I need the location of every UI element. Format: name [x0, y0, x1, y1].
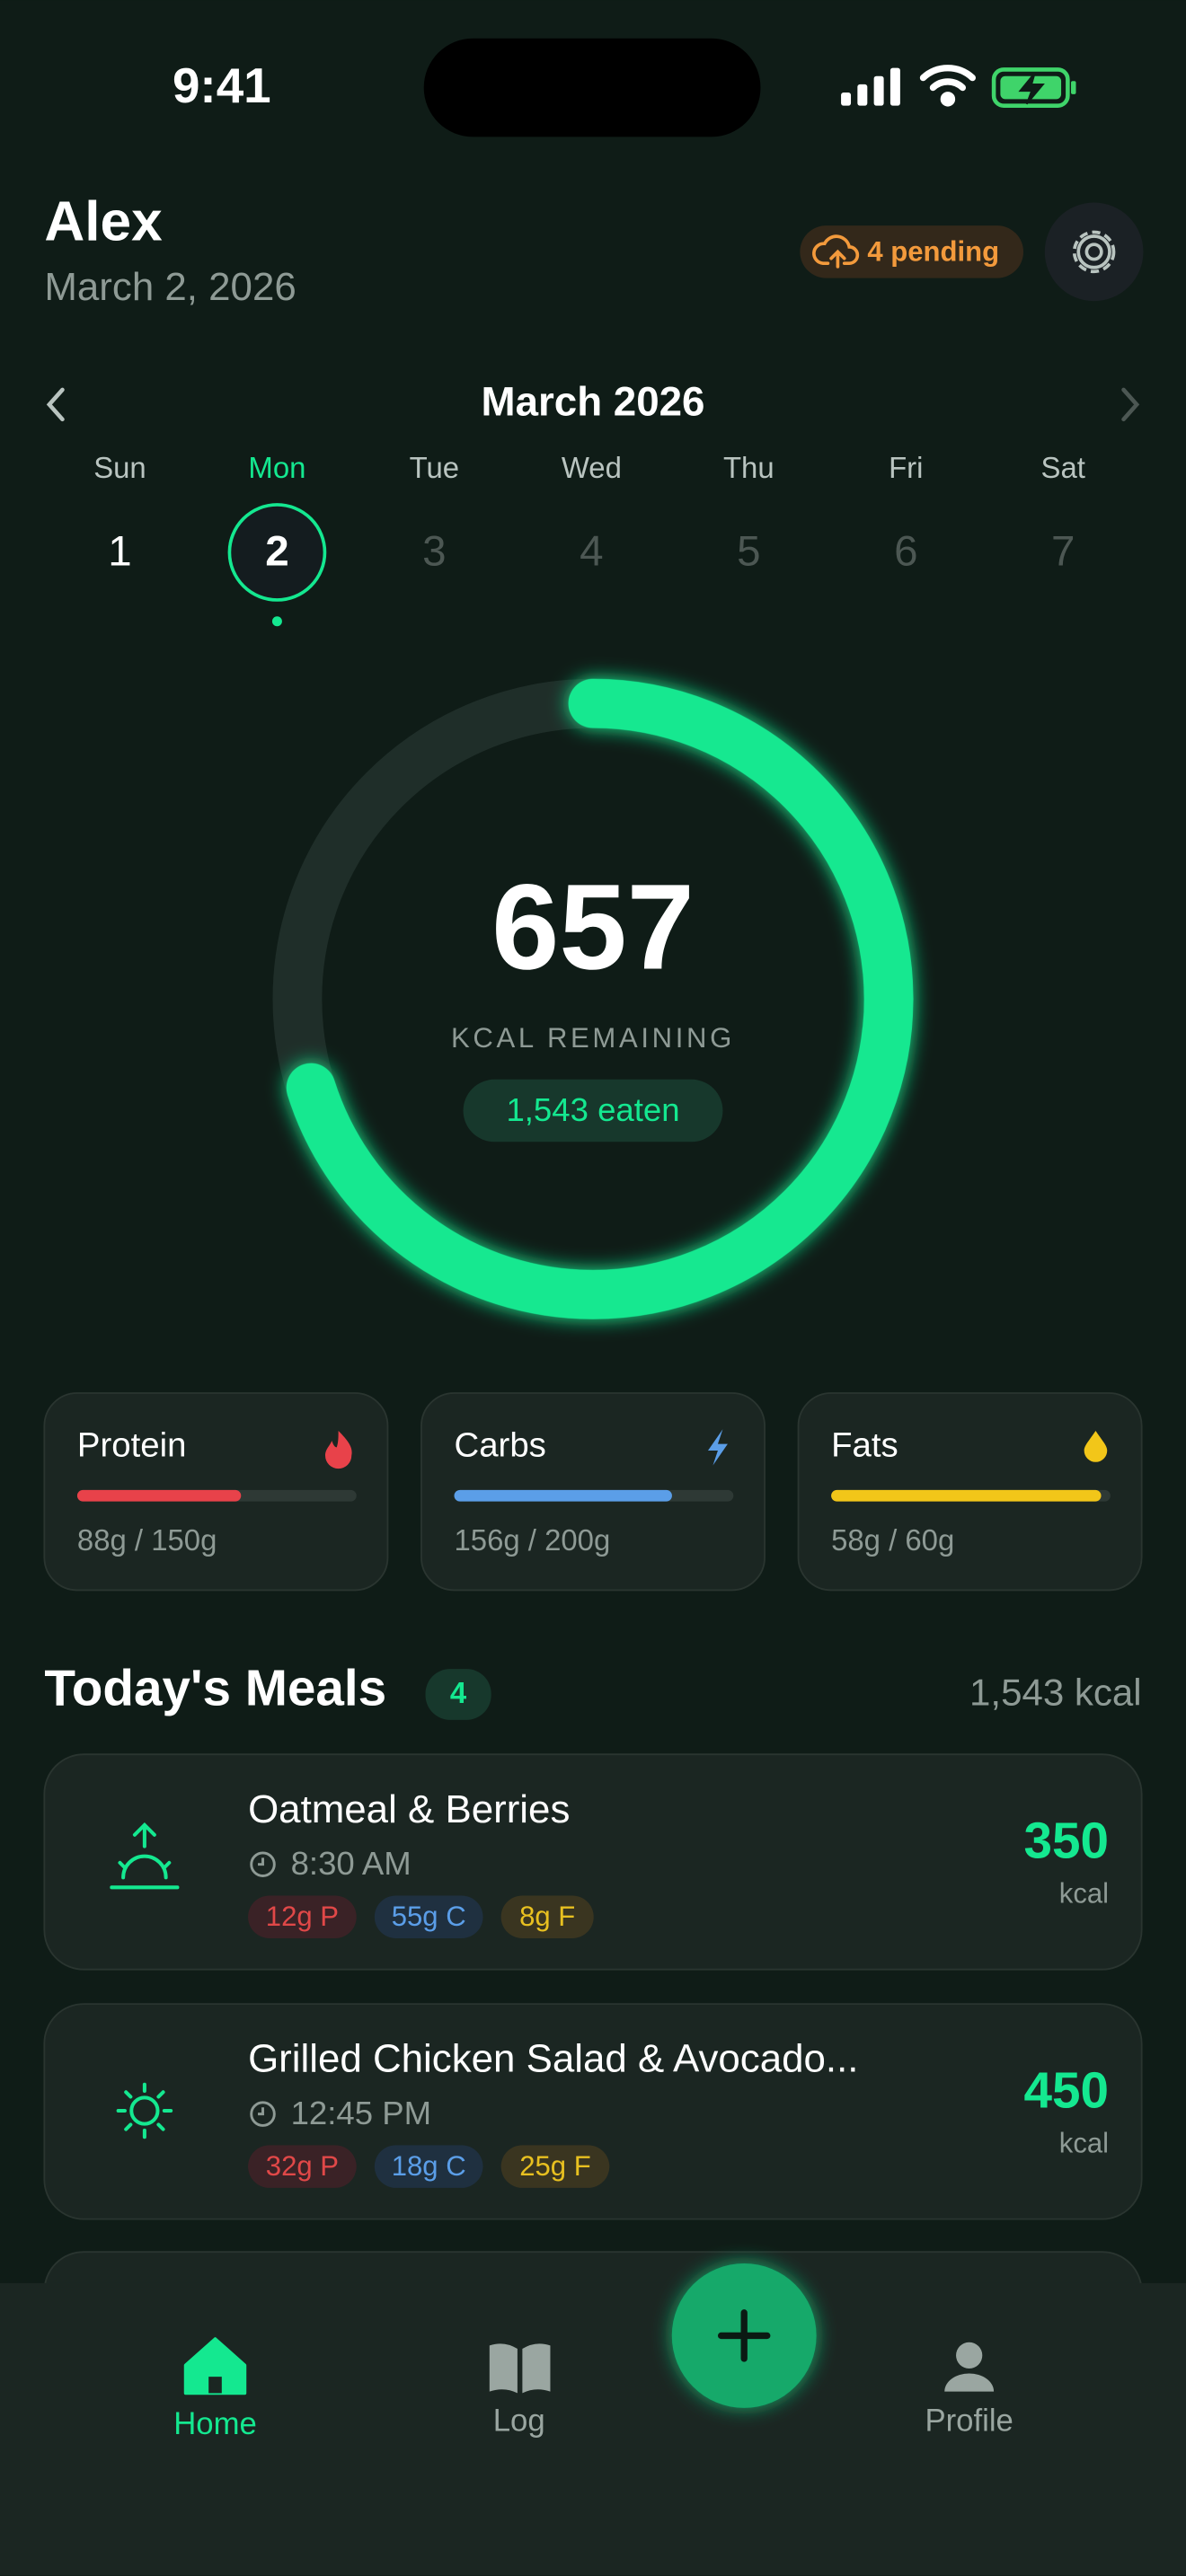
meal-time: 12:45 PM: [291, 2095, 431, 2131]
meal-card[interactable]: [43, 1753, 1143, 1971]
day-number[interactable]: 1: [108, 527, 131, 575]
next-month[interactable]: [1121, 387, 1140, 422]
user-name: Alex: [44, 191, 163, 253]
tab-label[interactable]: Home: [173, 2407, 257, 2441]
tab-label[interactable]: Profile: [925, 2404, 1013, 2438]
day-number[interactable]: 2: [265, 527, 288, 575]
clock-hands: [258, 2107, 264, 2116]
day-name: Sat: [1041, 451, 1085, 484]
selected-day[interactable]: [227, 503, 327, 602]
prev-month[interactable]: [46, 387, 65, 422]
meal-kcal: 350: [1024, 1813, 1110, 1870]
pending-label: 4 pending: [867, 235, 999, 267]
macro-bar: [831, 1489, 1102, 1502]
status-time: 9:41: [173, 57, 271, 113]
meal-name: Oatmeal & Berries: [248, 1787, 570, 1831]
day-name: Thu: [723, 451, 774, 484]
macro-tag: [374, 2145, 483, 2188]
day-name: Mon: [248, 451, 305, 484]
macro-name: Protein: [77, 1425, 187, 1464]
sun-icon: [129, 2095, 160, 2126]
meal-kcal: 450: [1024, 2063, 1110, 2120]
macro-tag: [248, 2145, 357, 2188]
day-number[interactable]: 4: [580, 527, 603, 575]
macro-label: 58g / 60g: [831, 1523, 954, 1557]
current-date: March 2, 2026: [44, 265, 296, 309]
macro-tag: [500, 1895, 594, 1938]
macro-tag-label: 25g F: [519, 2150, 590, 2182]
meals-count: 4: [450, 1676, 467, 1709]
meals-title: Today's Meals: [44, 1661, 386, 1717]
macro-name: Carbs: [455, 1425, 546, 1464]
day-number[interactable]: 5: [737, 527, 760, 575]
meals-count-badge: [425, 1669, 491, 1720]
clock-icon: [250, 2101, 276, 2127]
carbs-icon: [707, 1429, 728, 1466]
pending-badge[interactable]: 4 pending: [800, 225, 1024, 278]
calendar-month: March 2026: [482, 378, 705, 424]
today-dot: [271, 616, 282, 627]
protein-icon: [324, 1431, 352, 1469]
calorie-ring: [272, 678, 914, 1319]
sun-rays: [116, 2082, 173, 2139]
macro-tag: [374, 1895, 483, 1938]
macro-name: Fats: [831, 1425, 898, 1464]
eaten-pill: [463, 1079, 723, 1142]
macro-bar: [454, 1489, 672, 1502]
day-name: Sun: [93, 451, 146, 484]
wifi-icon: [919, 65, 976, 107]
macro-tag: [248, 1895, 357, 1938]
clock-hands: [258, 1857, 264, 1866]
day-number[interactable]: 7: [1051, 527, 1075, 575]
day-name: Fri: [889, 451, 923, 484]
macro-bar: [76, 1489, 242, 1502]
profile-icon: [944, 2342, 995, 2392]
day-number[interactable]: 6: [894, 527, 917, 575]
macro-tag-label: 55g C: [392, 1901, 466, 1932]
dynamic-island: [423, 38, 761, 137]
macro-label: 156g / 200g: [455, 1523, 611, 1557]
macro-label: 88g / 150g: [77, 1523, 217, 1557]
clock-icon: [250, 1851, 276, 1877]
sunrise-icon: [110, 1822, 180, 1890]
battery-icon: [991, 67, 1076, 108]
tab-bar: [0, 2282, 1186, 2576]
settings-button[interactable]: [1044, 202, 1144, 302]
meals-total: 1,543 kcal: [969, 1672, 1142, 1714]
add-meal-button[interactable]: [671, 2263, 817, 2408]
eaten-label: 1,543 eaten: [506, 1091, 679, 1128]
signal-icon: [841, 67, 900, 106]
macro-tag-label: 12g P: [266, 1901, 339, 1932]
day-name: Wed: [562, 451, 622, 484]
remaining-label: KCAL REMAINING: [451, 1022, 735, 1054]
calories-remaining: 657: [491, 859, 695, 994]
day-number[interactable]: 3: [422, 527, 446, 575]
fats-icon: [1084, 1431, 1108, 1462]
tab-label[interactable]: Log: [493, 2404, 545, 2438]
macro-tag: [500, 2145, 610, 2188]
meal-name: Grilled Chicken Salad & Avocado...: [248, 2037, 858, 2081]
macro-tag-label: 18g C: [392, 2150, 466, 2182]
meal-kcal-unit: kcal: [1059, 2128, 1109, 2159]
macro-tag-label: 8g F: [519, 1901, 575, 1932]
home-icon-door: [208, 2377, 222, 2394]
macro-tag-label: 32g P: [266, 2150, 339, 2182]
day-name: Tue: [410, 451, 459, 484]
log-icon: [489, 2343, 551, 2394]
meal-kcal-unit: kcal: [1059, 1878, 1109, 1910]
meal-time: 8:30 AM: [291, 1845, 412, 1882]
